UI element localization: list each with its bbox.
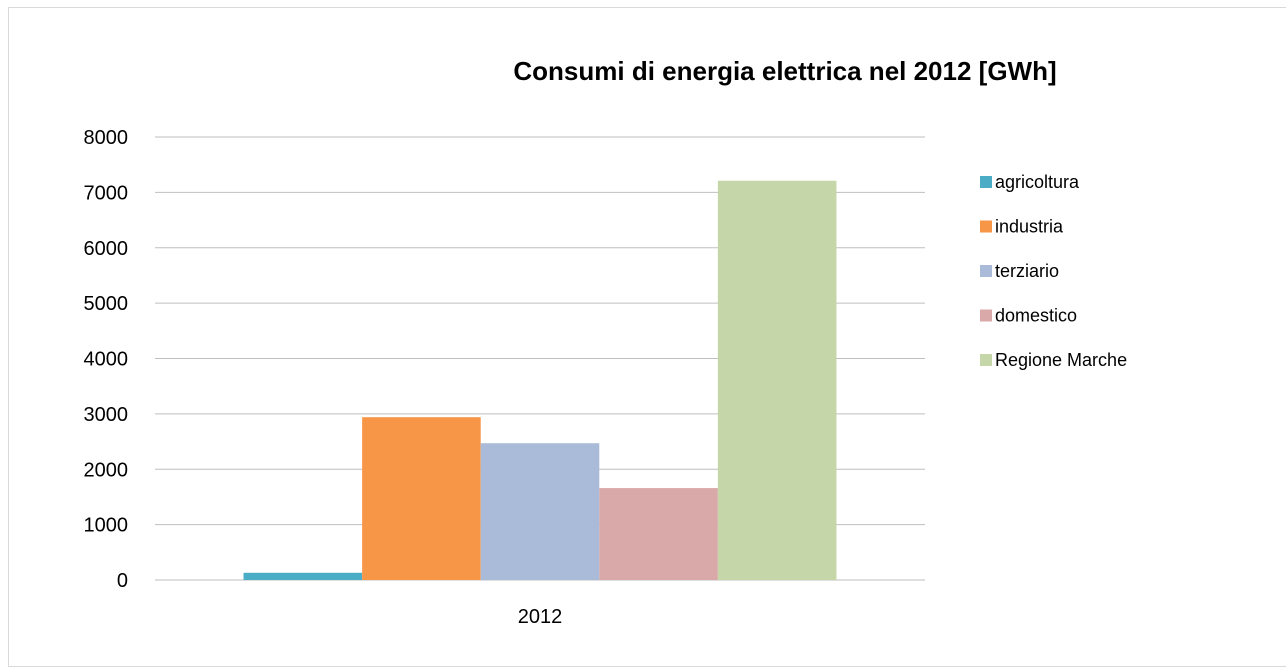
y-axis-ticks: 0 1000 2000 3000 4000 5000 6000 7000 8000 — [84, 127, 129, 592]
legend-label: domestico — [995, 306, 1077, 326]
chart-title: Consumi di energia elettrica nel 2012 [G… — [513, 56, 1056, 86]
y-tick-label: 8000 — [84, 127, 129, 149]
y-tick-label: 4000 — [84, 349, 129, 371]
bars — [243, 180, 837, 580]
bar-terziario — [480, 443, 600, 580]
y-tick-label: 1000 — [84, 515, 129, 537]
legend-label: Regione Marche — [995, 350, 1127, 370]
legend-label: industria — [995, 217, 1064, 237]
y-tick-label: 7000 — [84, 182, 129, 204]
y-tick-label: 5000 — [84, 293, 129, 315]
legend-swatch — [980, 176, 992, 188]
legend: agricoltura industria terziario domestico Re… — [980, 172, 1127, 370]
legend-item: domestico — [980, 306, 1077, 326]
legend-swatch — [980, 265, 992, 277]
legend-item: Regione Marche — [980, 350, 1127, 370]
bar-agricoltura — [243, 572, 363, 580]
legend-label: agricoltura — [995, 172, 1080, 192]
legend-item: industria — [980, 217, 1064, 237]
legend-swatch — [980, 309, 992, 322]
y-tick-label: 0 — [117, 570, 128, 592]
x-axis-ticks: 2012 — [518, 606, 563, 628]
legend-item: agricoltura — [980, 172, 1080, 192]
x-tick-label: 2012 — [518, 606, 563, 628]
bar-regione-marche — [717, 180, 837, 580]
y-tick-label: 3000 — [84, 404, 129, 426]
y-tick-label: 6000 — [84, 238, 129, 260]
legend-item: terziario — [980, 261, 1059, 281]
legend-label: terziario — [995, 261, 1059, 281]
y-tick-label: 2000 — [84, 459, 129, 481]
bar-industria — [362, 417, 481, 580]
legend-swatch — [980, 220, 992, 233]
bar-chart: Consumi di energia elettrica nel 2012 [G… — [84, 56, 1128, 628]
bar-domestico — [599, 488, 718, 580]
legend-swatch — [980, 354, 992, 366]
